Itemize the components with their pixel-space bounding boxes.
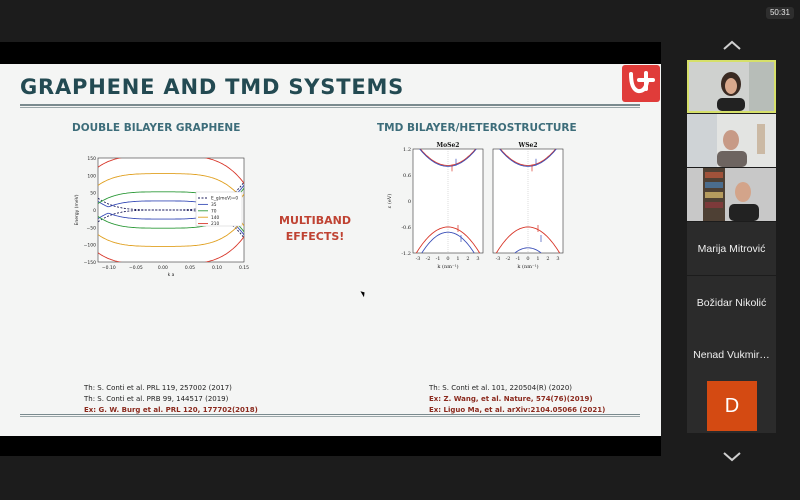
panel-title: MoSe2 <box>437 142 460 149</box>
right-references: Th: S. Conti et al. 101, 220504(R) (2020… <box>429 383 605 416</box>
y-tick-label: 0 <box>93 208 96 214</box>
band-line-210 <box>98 158 244 184</box>
x-tick-label: −0.10 <box>102 265 116 271</box>
reference-item: Th: S. Conti et al. 101, 220504(R) (2020… <box>429 384 573 392</box>
legend-label: 35 <box>211 202 217 208</box>
participant-avatar: D <box>707 381 757 431</box>
tmd-band-line <box>421 231 475 253</box>
y-tick-label: 100 <box>87 173 96 179</box>
participant-tile[interactable]: Božidar Nikolić <box>687 276 776 329</box>
reference-item: Th: S. Conti et al. PRL 119, 257002 (201… <box>84 384 232 392</box>
tmd-band-line <box>419 149 477 167</box>
scroll-down-chevron-icon[interactable] <box>722 450 742 462</box>
title-divider <box>20 104 640 106</box>
university-logo <box>622 65 660 102</box>
x-tick-label: 0 <box>526 256 529 262</box>
band-line-140 <box>98 173 244 198</box>
x-tick-label: 2 <box>466 256 469 262</box>
shared-slide: GRAPHENE AND TMD SYSTEMS DOUBLE BILAYER … <box>0 64 661 436</box>
participant-name: Nenad Vukmir… <box>693 348 770 361</box>
x-tick-label: -2 <box>506 256 511 262</box>
reference-item: Ex: Z. Wang, et al. Nature, 574(76)(2019… <box>429 395 593 403</box>
x-tick-label: -1 <box>516 256 521 262</box>
bottom-divider <box>20 414 640 415</box>
x-tick-label: -3 <box>416 256 421 262</box>
x-tick-label: 0.15 <box>239 265 249 271</box>
participant-tile[interactable]: Marija Mitrović <box>687 222 776 275</box>
x-tick-label: −0.05 <box>129 265 143 271</box>
y-tick-label: 50 <box>90 191 96 197</box>
y-tick-label: -1.2 <box>401 251 411 257</box>
x-tick-label: 1 <box>536 256 539 262</box>
panel-title: WSe2 <box>517 142 537 149</box>
participant-tile-video-3[interactable] <box>687 168 776 221</box>
x-tick-label: 1 <box>456 256 459 262</box>
y-tick-label: 0 <box>408 199 411 205</box>
y-tick-label: 1.2 <box>403 147 411 153</box>
reference-item: Ex: G. W. Burg et al. PRL 120, 177702(20… <box>84 406 258 414</box>
y-axis-label: Energy (meV) <box>74 194 80 225</box>
band-line-140 <box>98 222 244 247</box>
participant-name: Božidar Nikolić <box>696 296 767 309</box>
left-references: Th: S. Conti et al. PRL 119, 257002 (201… <box>84 383 258 416</box>
x-axis-label: k a <box>168 272 175 278</box>
bottom-divider-thin <box>20 416 640 417</box>
legend-label: 70 <box>211 208 217 214</box>
meeting-timer: 50:31 <box>766 7 794 19</box>
x-tick-label: 2 <box>546 256 549 262</box>
y-tick-label: 0.6 <box>403 173 411 179</box>
title-divider-thin <box>20 107 640 108</box>
legend-label: 210 <box>211 221 219 227</box>
band-line-E_g(meV)=0 <box>98 209 244 239</box>
graphene-band-chart: 150 100 50 0 −50 −100 −150 −0.10 −0.05 0.00 0.05 0.… <box>72 152 252 278</box>
x-tick-label: -2 <box>426 256 431 262</box>
y-tick-label: −50 <box>87 225 97 231</box>
x-axis-label: k (nm⁻¹) <box>517 263 538 270</box>
x-tick-label: -3 <box>496 256 501 262</box>
band-line-210 <box>98 236 244 262</box>
scroll-up-chevron-icon[interactable] <box>722 39 742 51</box>
x-tick-label: 0.00 <box>158 265 168 271</box>
legend-box <box>195 191 243 227</box>
reference-item: Th: S. Conti et al. PRB 99, 144517 (2019… <box>84 395 229 403</box>
right-heading: TMD BILAYER/HETEROSTRUCTURE <box>377 122 577 134</box>
reference-item: Ex: Liguo Ma, et al. arXiv:2104.05066 (2… <box>429 406 606 414</box>
left-heading: DOUBLE BILAYER GRAPHENE <box>72 122 241 134</box>
participant-tile-video-1[interactable] <box>687 60 776 113</box>
legend-label: 140 <box>211 215 219 221</box>
participant-name: Marija Mitrović <box>697 242 766 255</box>
x-tick-label: 0 <box>446 256 449 262</box>
x-tick-label: 3 <box>556 256 559 262</box>
y-tick-label: -0.6 <box>401 225 411 231</box>
y-tick-label: −100 <box>84 243 96 249</box>
y-axis-label: ε (eV) <box>386 194 393 209</box>
x-tick-label: 0.10 <box>212 265 222 271</box>
x-axis-label: k (nm⁻¹) <box>437 263 458 270</box>
y-tick-label: 150 <box>87 156 96 162</box>
participant-tile-video-2[interactable] <box>687 114 776 167</box>
tmd-band-chart: MoSe2 -3 -2 -1 0 1 2 3 k (nm⁻¹) WSe2 -3 -2 -1 0 1 2 3 k (… <box>383 141 573 287</box>
x-tick-label: 3 <box>476 256 479 262</box>
mouse-cursor-icon <box>360 289 367 298</box>
participant-tile[interactable]: Nenad Vukmir… <box>687 328 776 381</box>
legend-label: E_g(meV)=0 <box>211 196 238 202</box>
slide-title: GRAPHENE AND TMD SYSTEMS <box>20 75 405 99</box>
x-tick-label: -1 <box>436 256 441 262</box>
tmd-band-line <box>499 149 557 167</box>
y-tick-label: −150 <box>84 260 96 266</box>
x-tick-label: 0.05 <box>185 265 195 271</box>
multiband-label: MULTIBAND EFFECTS! <box>279 214 351 243</box>
